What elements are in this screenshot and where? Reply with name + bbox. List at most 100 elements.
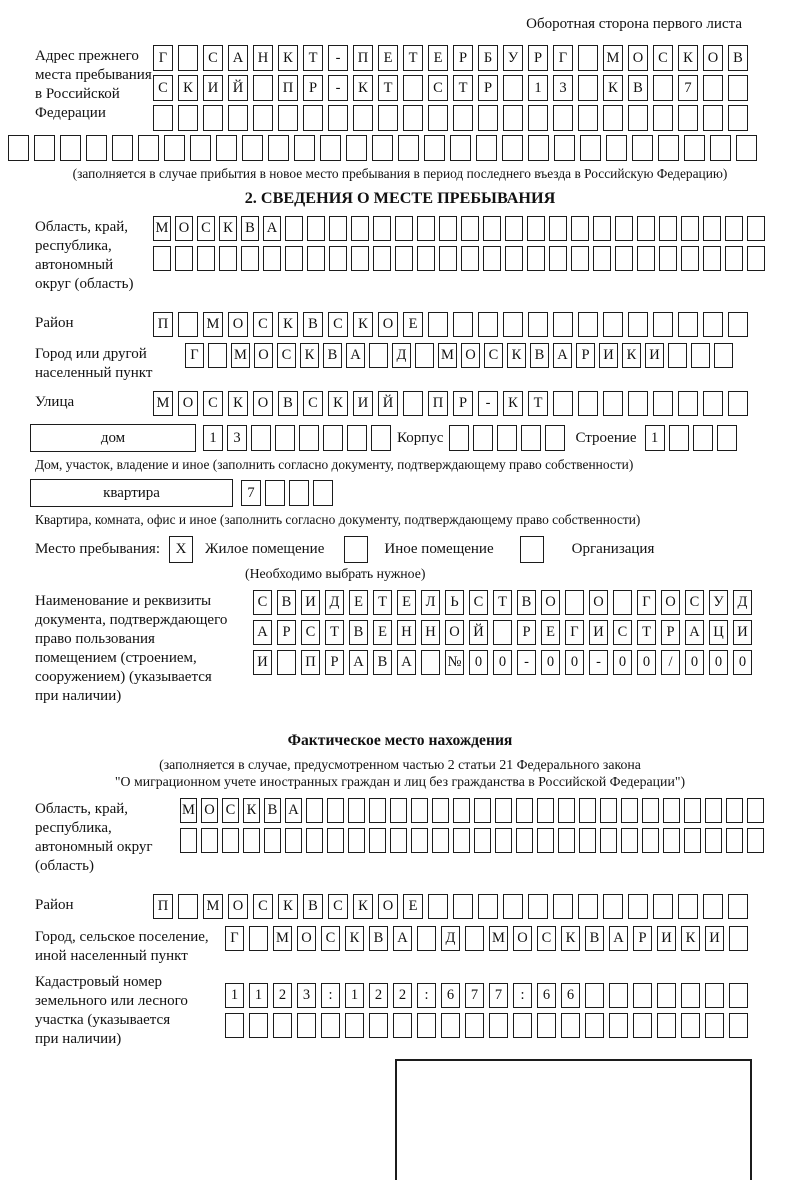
char-box[interactable]	[178, 105, 198, 131]
char-box[interactable]	[328, 105, 348, 131]
char-box[interactable]	[549, 246, 567, 271]
char-box[interactable]	[264, 828, 281, 853]
char-box[interactable]	[373, 216, 391, 241]
char-box[interactable]: К	[243, 798, 260, 823]
char-box[interactable]	[549, 216, 567, 241]
kvartira-label-box[interactable]: квартира	[30, 479, 233, 507]
char-box[interactable]	[621, 798, 638, 823]
char-box[interactable]	[579, 798, 596, 823]
char-box[interactable]: О	[254, 343, 273, 368]
char-box[interactable]: 7	[489, 983, 508, 1008]
char-box[interactable]	[505, 246, 523, 271]
char-box[interactable]: А	[253, 620, 272, 645]
char-box[interactable]: К	[603, 75, 623, 101]
char-box[interactable]: В	[303, 894, 323, 919]
char-box[interactable]: :	[513, 983, 532, 1008]
char-box[interactable]	[726, 828, 743, 853]
char-box[interactable]	[369, 798, 386, 823]
char-box[interactable]	[728, 105, 748, 131]
char-box[interactable]: М	[489, 926, 508, 951]
char-box[interactable]	[398, 135, 419, 161]
char-box[interactable]	[705, 1013, 724, 1038]
char-box[interactable]	[453, 312, 473, 337]
char-box[interactable]	[453, 828, 470, 853]
char-box[interactable]: К	[681, 926, 700, 951]
char-box[interactable]: -	[328, 45, 348, 71]
char-box[interactable]: Т	[378, 75, 398, 101]
char-box[interactable]	[642, 828, 659, 853]
char-box[interactable]	[747, 798, 764, 823]
char-box[interactable]	[615, 246, 633, 271]
char-box[interactable]: Е	[349, 590, 368, 615]
char-box[interactable]	[681, 216, 699, 241]
char-box[interactable]	[565, 590, 584, 615]
char-box[interactable]: 0	[613, 650, 632, 675]
char-box[interactable]: 1	[528, 75, 548, 101]
char-box[interactable]: 6	[441, 983, 460, 1008]
char-box[interactable]	[503, 75, 523, 101]
char-box[interactable]	[411, 798, 428, 823]
char-box[interactable]	[684, 798, 701, 823]
char-box[interactable]	[323, 425, 343, 451]
char-box[interactable]	[521, 425, 542, 451]
char-box[interactable]: К	[328, 391, 348, 416]
char-box[interactable]: В	[277, 590, 296, 615]
char-box[interactable]	[441, 1013, 460, 1038]
char-box[interactable]	[657, 1013, 676, 1038]
char-box[interactable]: С	[303, 391, 323, 416]
char-box[interactable]: В	[323, 343, 342, 368]
char-box[interactable]: О	[703, 45, 723, 71]
char-box[interactable]	[474, 798, 491, 823]
char-box[interactable]	[747, 828, 764, 853]
char-box[interactable]	[478, 105, 498, 131]
char-box[interactable]: С	[484, 343, 503, 368]
char-box[interactable]	[253, 75, 273, 101]
char-box[interactable]: О	[628, 45, 648, 71]
char-box[interactable]	[241, 246, 259, 271]
char-box[interactable]: Т	[303, 45, 323, 71]
char-box[interactable]: В	[517, 590, 536, 615]
char-box[interactable]	[348, 798, 365, 823]
char-box[interactable]	[578, 894, 598, 919]
char-box[interactable]	[537, 1013, 556, 1038]
char-box[interactable]: В	[303, 312, 323, 337]
char-box[interactable]	[571, 246, 589, 271]
char-box[interactable]: Н	[397, 620, 416, 645]
char-box[interactable]	[659, 246, 677, 271]
char-box[interactable]	[483, 246, 501, 271]
char-box[interactable]	[503, 312, 523, 337]
char-box[interactable]: С	[253, 894, 273, 919]
char-box[interactable]: 1	[249, 983, 268, 1008]
char-box[interactable]: О	[228, 312, 248, 337]
char-box[interactable]: С	[203, 45, 223, 71]
char-box[interactable]: И	[599, 343, 618, 368]
char-box[interactable]: Р	[478, 75, 498, 101]
char-box[interactable]: П	[353, 45, 373, 71]
char-box[interactable]: О	[297, 926, 316, 951]
char-box[interactable]	[8, 135, 29, 161]
char-box[interactable]	[222, 828, 239, 853]
char-box[interactable]	[403, 75, 423, 101]
char-box[interactable]	[678, 312, 698, 337]
char-box[interactable]	[678, 894, 698, 919]
char-box[interactable]	[527, 246, 545, 271]
char-box[interactable]	[503, 894, 523, 919]
char-box[interactable]: К	[278, 312, 298, 337]
char-box[interactable]	[561, 1013, 580, 1038]
checkbox-zhiloe[interactable]: X	[169, 535, 193, 563]
char-box[interactable]: К	[503, 391, 523, 416]
char-box[interactable]	[348, 828, 365, 853]
char-box[interactable]	[628, 105, 648, 131]
char-box[interactable]	[736, 135, 757, 161]
char-box[interactable]: С	[428, 75, 448, 101]
char-box[interactable]	[613, 590, 632, 615]
char-box[interactable]	[714, 343, 733, 368]
char-box[interactable]: С	[253, 312, 273, 337]
char-box[interactable]: А	[349, 650, 368, 675]
char-box[interactable]: Р	[303, 75, 323, 101]
char-box[interactable]	[728, 312, 748, 337]
char-box[interactable]	[164, 135, 185, 161]
char-box[interactable]	[621, 828, 638, 853]
char-box[interactable]	[668, 425, 689, 451]
char-box[interactable]: 7	[465, 983, 484, 1008]
